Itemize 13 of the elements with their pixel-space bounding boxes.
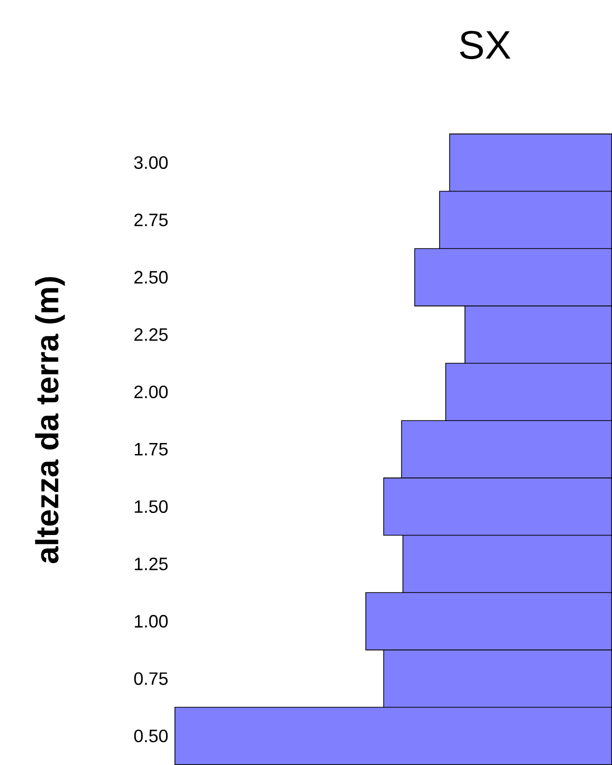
y-tick-label: 1.00: [134, 614, 168, 628]
y-tick-label: 1.25: [134, 558, 168, 570]
y-tick-label: 1.50: [134, 500, 168, 513]
y-tick-label: 2.75: [134, 214, 168, 226]
y-tick-label: 3.00: [134, 156, 168, 169]
y-tick-label: 2.50: [134, 270, 168, 284]
chart-title: SX: [460, 30, 510, 60]
y-tick-label: 0.75: [134, 672, 168, 685]
y-tick-label: 2.25: [134, 328, 168, 341]
y-tick-label: 1.75: [134, 443, 168, 456]
y-axis-title: altezza da terra (m): [35, 277, 65, 564]
y-tick-label: 0.50: [134, 730, 168, 742]
y-tick-label: 2.00: [134, 386, 168, 398]
